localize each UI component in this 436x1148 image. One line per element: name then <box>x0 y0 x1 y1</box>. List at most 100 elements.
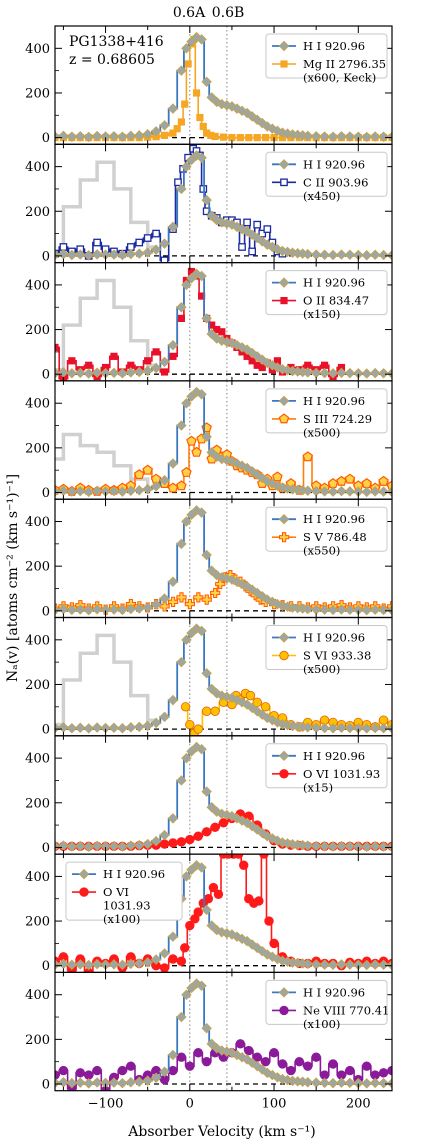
y-tick-label: 0 <box>42 841 50 856</box>
reference-point <box>241 1054 253 1065</box>
reference-point <box>91 722 103 733</box>
reference-point <box>167 221 179 233</box>
series-point <box>378 475 389 486</box>
series-point <box>262 134 270 142</box>
reference-point <box>272 362 283 373</box>
series-point <box>110 352 118 360</box>
reference-point <box>125 485 137 496</box>
reference-point <box>327 368 339 379</box>
reference-point <box>369 841 381 852</box>
reference-point <box>196 507 207 518</box>
reference-point <box>176 656 187 668</box>
series-point <box>174 178 182 187</box>
legend-scale-text: (x100) <box>303 1017 340 1031</box>
reference-point <box>231 103 243 114</box>
series-point <box>180 702 191 712</box>
reference-point <box>167 458 179 469</box>
reference-point <box>66 249 78 261</box>
panel-2: 0 200 400 H I 920.96 C II 903.96(x450) <box>25 143 393 264</box>
panel-plot-area <box>55 617 392 736</box>
reference-point <box>196 743 207 755</box>
series-point <box>192 89 201 97</box>
series-point <box>160 131 169 139</box>
reference-point <box>159 593 170 604</box>
y-tick-label: 400 <box>25 278 50 293</box>
y-tick-label: 200 <box>25 915 50 930</box>
reference-point <box>302 130 313 142</box>
reference-point <box>117 249 128 261</box>
reference-point <box>134 248 145 259</box>
reference-point <box>75 367 86 379</box>
series-point <box>208 882 219 893</box>
reference-point <box>142 365 153 377</box>
reference-point <box>336 840 347 852</box>
panel-plot-area <box>55 380 392 500</box>
reference-point <box>83 131 94 143</box>
y-tick-label: 200 <box>25 560 50 575</box>
series-point <box>152 348 160 356</box>
legend-ref-text: H I 920.96 <box>303 749 365 763</box>
legend-box <box>65 861 183 921</box>
reference-point <box>336 722 347 734</box>
reference-point <box>201 549 212 561</box>
panels-layer: 0 200 400 H I 920.96 Mg II 2796.35(x600, Kec… <box>25 25 393 1112</box>
reference-point <box>231 931 243 942</box>
reference-point <box>196 270 207 282</box>
reference-point <box>176 65 187 76</box>
reference-point <box>66 959 78 971</box>
series-point <box>152 133 160 141</box>
reference-point <box>378 604 389 616</box>
reference-point <box>201 313 212 324</box>
reference-point <box>150 599 162 610</box>
series-point <box>253 134 261 142</box>
reference-point <box>201 431 212 442</box>
reference-point <box>344 131 356 142</box>
series-point <box>168 954 178 964</box>
reference-point <box>167 339 179 351</box>
series-point <box>263 225 272 233</box>
legend: H I 920.96 O II 834.47(x150) <box>265 270 388 321</box>
series-point <box>193 831 203 841</box>
legend-series-text: S V 786.48 <box>303 530 367 544</box>
series-point <box>185 834 195 845</box>
reference-point <box>117 959 128 971</box>
series-point <box>254 896 264 906</box>
y-tick-label: 200 <box>25 441 50 456</box>
reference-point <box>336 131 347 142</box>
series-point <box>243 218 251 227</box>
series-point <box>193 1048 203 1058</box>
y-tick-label: 400 <box>25 988 50 1003</box>
reference-point <box>125 1076 137 1088</box>
reference-point <box>231 813 243 824</box>
series-point <box>203 894 214 904</box>
series-point <box>184 60 192 68</box>
series-point <box>159 839 170 849</box>
reference-point <box>302 840 313 851</box>
reference-point <box>369 131 381 142</box>
series-point <box>55 343 59 352</box>
reference-point <box>159 356 170 368</box>
reference-point <box>83 1078 94 1089</box>
series-point <box>203 129 211 137</box>
series-point <box>344 473 356 484</box>
series-point <box>260 1056 271 1067</box>
x-tick-label: 0 <box>186 1097 194 1112</box>
reference-point <box>83 959 94 971</box>
reference-point <box>319 604 330 615</box>
y-tick-label: 200 <box>25 796 50 811</box>
series-point <box>208 321 216 329</box>
series-point <box>228 134 236 142</box>
legend-series-text: O VI 1031.93 <box>303 767 380 781</box>
reference-point <box>344 1077 356 1089</box>
reference-point <box>181 397 192 409</box>
reference-point <box>176 420 187 431</box>
panel-frame <box>54 971 393 1092</box>
reference-point <box>241 581 253 592</box>
reference-point <box>257 827 268 839</box>
reference-point <box>142 129 153 140</box>
reference-point <box>181 161 192 172</box>
legend-scale-text: (x100) <box>103 912 140 926</box>
blended-absorption-ghost <box>55 432 157 490</box>
reference-point <box>83 368 94 379</box>
